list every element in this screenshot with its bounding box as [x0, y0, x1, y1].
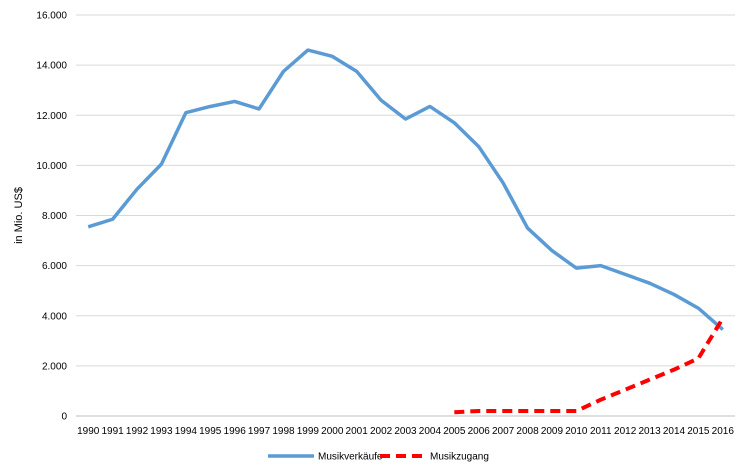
y-tick-label: 14.000 [36, 61, 67, 72]
y-tick-label: 4.000 [42, 311, 67, 322]
x-tick-label: 2009 [541, 426, 564, 437]
x-tick-label: 1996 [224, 426, 247, 437]
y-tick-label: 16.000 [36, 11, 67, 22]
y-tick-label: 12.000 [36, 111, 67, 122]
legend: Musikverkäufe Musikzugang [268, 452, 489, 463]
series [87, 48, 725, 415]
x-tick-label: 2014 [663, 426, 686, 437]
x-tick-label: 2008 [516, 426, 539, 437]
x-tick-label: 1997 [248, 426, 271, 437]
x-tick-label: 2001 [346, 426, 369, 437]
x-tick-label: 1990 [77, 426, 100, 437]
y-tick-label: 8.000 [42, 211, 67, 222]
x-tick-label: 1998 [272, 426, 295, 437]
y-axis-ticks: 0 2.000 4.000 6.000 8.000 10.000 12.000 14.000 1… [36, 11, 67, 423]
x-tick-label: 2006 [468, 426, 491, 437]
x-tick-label: 1991 [101, 426, 124, 437]
x-tick-label: 2003 [394, 426, 417, 437]
x-tick-label: 2015 [687, 426, 710, 437]
x-tick-label: 2010 [565, 426, 588, 437]
y-tick-label: 2.000 [42, 361, 67, 372]
x-tick-label: 2004 [419, 426, 442, 437]
series-line-2 [454, 317, 725, 415]
x-tick-label: 2016 [712, 426, 735, 437]
legend-label: Musikzugang [430, 452, 489, 463]
x-tick-label: 1992 [126, 426, 149, 437]
x-tick-label: 1993 [150, 426, 173, 437]
x-tick-label: 1999 [297, 426, 320, 437]
x-tick-label: 2005 [443, 426, 466, 437]
y-tick-label: 0 [61, 412, 67, 423]
legend-label: Musikverkäufe [318, 452, 383, 463]
x-tick-label: 2002 [370, 426, 393, 437]
y-tick-label: 6.000 [42, 261, 67, 272]
x-axis-ticks: 1990 1991 1992 1993 1994 1995 1996 1997 1998 1999… [77, 426, 734, 437]
x-tick-label: 1994 [175, 426, 198, 437]
x-tick-label: 2011 [590, 426, 612, 437]
x-tick-label: 2007 [492, 426, 515, 437]
y-axis-label: in Mio. US$ [13, 187, 25, 244]
y-tick-label: 10.000 [36, 161, 67, 172]
series-line-1 [87, 48, 724, 331]
x-tick-label: 2013 [638, 426, 661, 437]
x-tick-label: 2012 [614, 426, 637, 437]
x-tick-label: 2000 [321, 426, 344, 437]
x-tick-label: 1995 [199, 426, 222, 437]
